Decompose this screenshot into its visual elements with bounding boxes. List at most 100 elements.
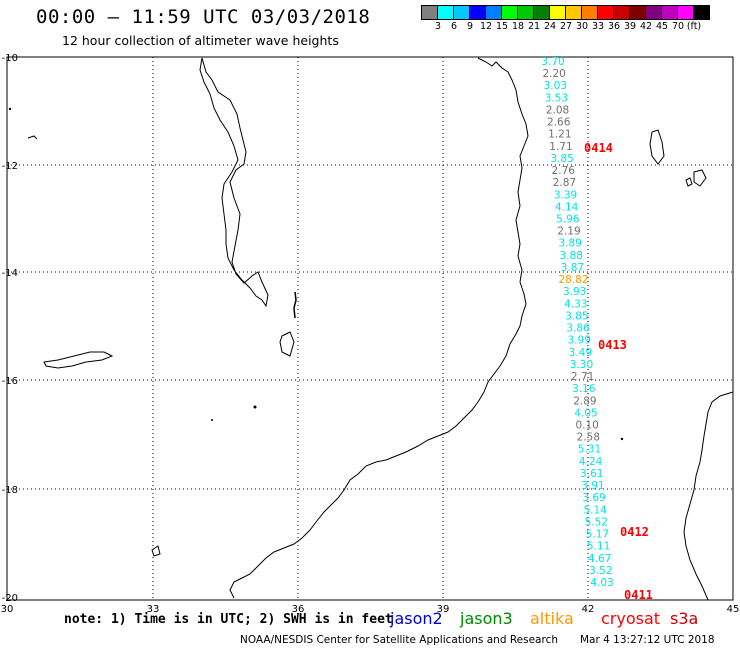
timestamp: Mar 4 13:27:12 UTC 2018 <box>580 634 715 646</box>
wave-height-value: 3.30 <box>570 359 593 371</box>
lon-label: 42 <box>582 604 595 615</box>
wave-height-value: 3.69 <box>582 492 605 504</box>
color-scale <box>421 5 710 20</box>
wave-height-value: 4.24 <box>579 456 603 468</box>
map-title: 00:00 – 11:59 UTC 03/03/2018 <box>36 6 371 28</box>
lat-label: -20 <box>2 593 18 604</box>
lat-label: -10 <box>2 53 18 64</box>
islet-1 <box>27 135 38 140</box>
wave-height-value: 3.99 <box>568 335 591 347</box>
scale-label: (ft) <box>686 21 702 32</box>
legend-jason3: jason3 <box>460 609 513 628</box>
pass-labels: 0414 0413 0412 0411 <box>584 141 653 602</box>
wave-height-value: 3.03 <box>544 80 567 92</box>
footer-note: note: 1) Time is in UTC; 2) SWH is in fe… <box>64 612 393 627</box>
pass-id-label: 0411 <box>624 588 653 602</box>
wave-height-value: 3.93 <box>563 286 586 298</box>
pass-id-label: 0414 <box>584 141 613 155</box>
lon-label: 39 <box>437 604 450 615</box>
wave-height-value: 4.03 <box>590 577 613 589</box>
island-west <box>43 351 114 369</box>
wave-height-value: 2.87 <box>553 177 576 189</box>
wave-height-value: 28.82 <box>558 274 588 286</box>
lat-label: -14 <box>2 268 18 279</box>
lon-label: 36 <box>292 604 305 615</box>
scale-label: 18 <box>511 21 525 32</box>
comoros-island <box>649 129 665 165</box>
wave-height-value: 5.17 <box>586 529 609 541</box>
scale-label: 45 <box>655 21 669 32</box>
lat-label: -16 <box>2 376 18 387</box>
islet-2 <box>151 545 161 557</box>
legend-s3a: s3a <box>670 609 699 628</box>
islet-4 <box>211 419 213 421</box>
river-line <box>293 291 297 319</box>
credit-text: NOAA/NESDIS Center for Satellite Applica… <box>240 634 558 646</box>
wave-height-value: 4.14 <box>555 201 579 213</box>
lon-label: 45 <box>727 604 740 615</box>
lat-label: -18 <box>2 485 18 496</box>
wave-height-value: 1.71 <box>549 141 572 153</box>
scale-label: 21 <box>527 21 541 32</box>
scale-swatch <box>693 5 710 20</box>
wave-height-value: 5.52 <box>585 516 608 528</box>
wave-height-value: 2.19 <box>557 226 580 238</box>
legend-jason2: jason2 <box>390 609 443 628</box>
scale-label: 3 <box>434 21 442 32</box>
scale-label: 27 <box>559 21 573 32</box>
scale-label: 36 <box>607 21 621 32</box>
scale-label: 6 <box>450 21 458 32</box>
wave-height-value: 2.08 <box>546 104 569 116</box>
wave-height-value: 3.89 <box>558 238 581 250</box>
wave-height-value: 2.20 <box>542 68 565 80</box>
scale-label: 70 <box>671 21 685 32</box>
pass-id-label: 0413 <box>598 338 627 352</box>
scale-label: 42 <box>639 21 653 32</box>
scale-label: 33 <box>591 21 605 32</box>
legend-altika: altika <box>530 609 574 628</box>
map-frame <box>6 56 734 601</box>
wave-height-values: 3.702.203.033.532.082.661.211.713.852.76… <box>541 56 613 589</box>
wave-height-value: 3.88 <box>560 250 583 262</box>
island-small-1 <box>693 169 707 187</box>
legend-cryosat: cryosat <box>601 609 661 628</box>
scale-label: 39 <box>623 21 637 32</box>
wave-height-value: 3.16 <box>572 383 596 395</box>
wave-height-value: 3.61 <box>580 468 603 480</box>
lake-outline-small <box>279 331 295 357</box>
wave-height-value: 0.10 <box>575 419 598 431</box>
islet-5 <box>620 437 624 441</box>
wave-height-value: 3.49 <box>569 347 592 359</box>
wave-height-value: 2.71 <box>571 371 594 383</box>
madagascar-coast <box>683 391 734 601</box>
wave-height-value: 4.05 <box>574 407 597 419</box>
wave-height-value: 3.85 <box>550 153 573 165</box>
wave-height-value: 3.86 <box>566 323 590 335</box>
wave-height-value: 3.53 <box>545 92 568 104</box>
pass-id-label: 0412 <box>620 525 649 539</box>
wave-height-value: 2.66 <box>547 117 571 129</box>
wave-height-value: 5.31 <box>578 444 601 456</box>
map-subtitle: 12 hour collection of altimeter wave hei… <box>62 33 339 48</box>
wave-height-value: 3.87 <box>561 262 584 274</box>
wave-height-value: 2.89 <box>573 395 596 407</box>
graticule <box>7 57 733 600</box>
scale-label: 30 <box>575 21 589 32</box>
wave-height-value: 4.33 <box>564 298 587 310</box>
wave-height-value: 2.58 <box>577 432 600 444</box>
wave-height-value: 2.76 <box>552 165 576 177</box>
island-small-2 <box>685 177 693 187</box>
islet-6 <box>8 107 12 111</box>
wave-height-value: 3.85 <box>565 310 588 322</box>
wave-height-value: 3.91 <box>581 480 604 492</box>
lon-label: 30 <box>1 604 14 615</box>
lat-label: -12 <box>2 161 18 172</box>
wave-height-value: 5.96 <box>556 214 580 226</box>
wave-height-value: 4.67 <box>588 553 611 565</box>
coastline <box>229 57 529 599</box>
scale-label: 24 <box>543 21 557 32</box>
wave-height-value: 1.21 <box>548 129 571 141</box>
wave-height-value: 5.14 <box>583 504 607 516</box>
scale-label: 12 <box>479 21 493 32</box>
